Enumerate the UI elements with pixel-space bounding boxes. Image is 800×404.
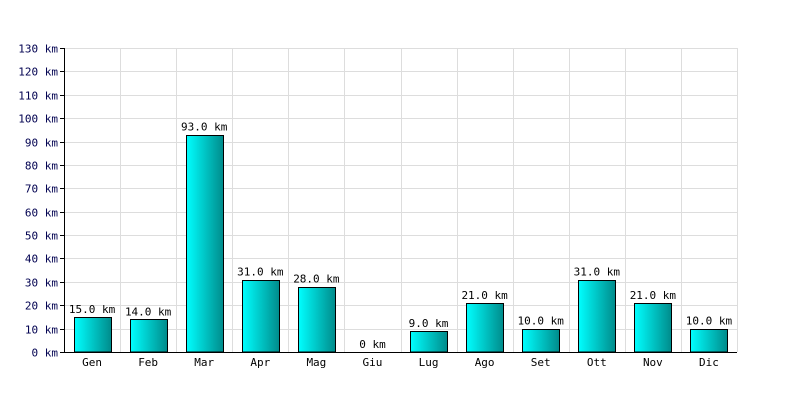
category-label-apr: Apr xyxy=(250,356,270,369)
category-label-giu: Giu xyxy=(363,356,383,369)
category-label-ago: Ago xyxy=(475,356,495,369)
value-label-nov: 21.0 km xyxy=(630,289,677,302)
category-label-mag: Mag xyxy=(306,356,326,369)
bar-feb xyxy=(130,319,168,353)
bar-set xyxy=(522,329,560,353)
category-label-dic: Dic xyxy=(699,356,719,369)
category-label-feb: Feb xyxy=(138,356,158,369)
value-label-mar: 93.0 km xyxy=(181,121,228,134)
y-tick-label: 50 km xyxy=(25,230,58,243)
bar-ott xyxy=(578,280,616,353)
value-label-set: 10.0 km xyxy=(518,315,565,328)
value-label-gen: 15.0 km xyxy=(69,303,116,316)
y-tick-label: 60 km xyxy=(25,207,58,220)
bar-apr xyxy=(242,280,280,353)
y-tick-label: 30 km xyxy=(25,277,58,290)
y-tick-label: 10 km xyxy=(25,324,58,337)
category-label-gen: Gen xyxy=(82,356,102,369)
bar-nov xyxy=(634,303,672,353)
value-label-ott: 31.0 km xyxy=(574,266,621,279)
value-label-apr: 31.0 km xyxy=(237,266,284,279)
bar-gen xyxy=(74,317,112,353)
y-tick-label: 120 km xyxy=(18,66,58,79)
value-label-mag: 28.0 km xyxy=(293,273,340,286)
category-label-ott: Ott xyxy=(587,356,607,369)
bar-lug xyxy=(410,331,448,353)
y-tick-label: 20 km xyxy=(25,300,58,313)
y-tick-label: 100 km xyxy=(18,113,58,126)
axes xyxy=(60,48,737,353)
category-label-mar: Mar xyxy=(194,356,214,369)
category-label-set: Set xyxy=(531,356,551,369)
y-tick-label: 70 km xyxy=(25,183,58,196)
category-label-nov: Nov xyxy=(643,356,663,369)
bar-ago xyxy=(466,303,504,353)
bar-value-labels: 15.0 km 14.0 km 93.0 km 31.0 km 28.0 km 0 km 9… xyxy=(69,121,733,351)
bar-mag xyxy=(298,287,336,353)
y-tick-label: 0 km xyxy=(32,347,59,360)
x-axis-category-labels: Gen Feb Mar Apr Mag Giu Lug Ago Set Ott Nov Dic xyxy=(82,356,719,369)
y-axis-tick-labels: 0 km 10 km 20 km 30 km 40 km 50 km 60 km 70 km 8… xyxy=(18,43,58,360)
y-tick-label: 80 km xyxy=(25,160,58,173)
value-label-lug: 9.0 km xyxy=(409,317,449,330)
y-tick-label: 40 km xyxy=(25,253,58,266)
bar-mar xyxy=(186,135,224,353)
value-label-ago: 21.0 km xyxy=(461,289,508,302)
y-tick-label: 90 km xyxy=(25,137,58,150)
value-label-feb: 14.0 km xyxy=(125,305,172,318)
y-tick-label: 110 km xyxy=(18,90,58,103)
value-label-dic: 10.0 km xyxy=(686,315,733,328)
bar-dic xyxy=(690,329,728,353)
value-label-giu: 0 km xyxy=(359,338,386,351)
category-label-lug: Lug xyxy=(419,356,439,369)
y-tick-label: 130 km xyxy=(18,43,58,56)
